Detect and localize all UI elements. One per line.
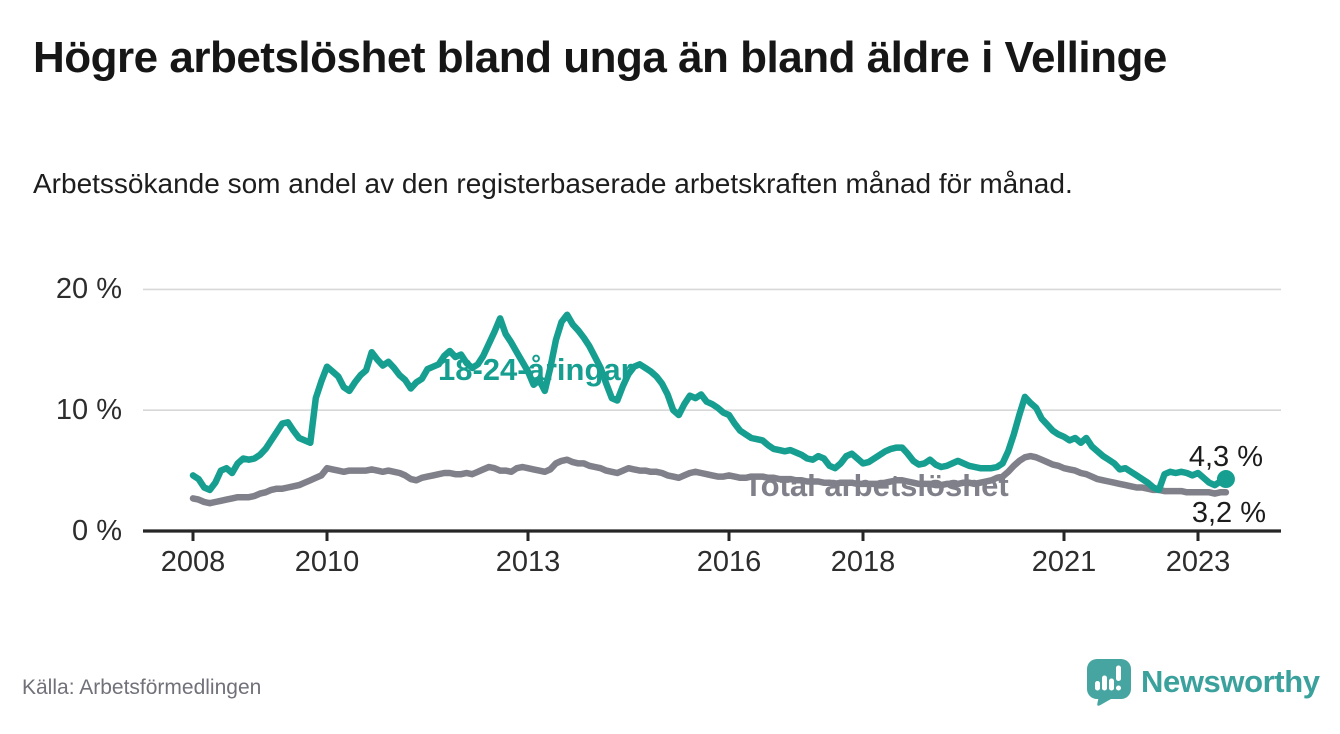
end-value-total: 3,2 % [1191, 497, 1266, 529]
chart-speech-bubble-icon [1087, 659, 1131, 706]
page-subtitle: Arbetssökande som andel av den registerb… [33, 168, 1073, 199]
page-title: Högre arbetslöshet bland unga än bland ä… [33, 33, 1167, 82]
series-line-total [189, 452, 1230, 507]
x-tick-label: 2010 [294, 546, 360, 578]
newsworthy-wordmark: Newsworthy [1141, 664, 1320, 699]
x-tick-label: 2018 [830, 546, 896, 578]
newsworthy-logo: Newsworthy [1087, 658, 1320, 708]
x-tick-label: 2023 [1165, 546, 1231, 578]
source-note: Källa: Arbetsförmedlingen [22, 676, 262, 699]
series-label-total: Total arbetslöshet [744, 468, 1009, 503]
x-tick-label: 2008 [160, 546, 226, 578]
x-tick-label: 2016 [696, 546, 762, 578]
end-value-youth: 4,3 % [1188, 441, 1263, 473]
x-tick-label: 2013 [495, 546, 561, 578]
y-tick-label: 0 % [72, 515, 122, 547]
x-tick-label: 2021 [1031, 546, 1097, 578]
series-line-youth [189, 311, 1230, 494]
series-endpoint-dot [1216, 470, 1235, 489]
series-label-youth: 18-24-åringar [438, 352, 633, 387]
y-tick-label: 20 % [55, 273, 122, 306]
y-tick-label: 10 % [55, 394, 122, 427]
